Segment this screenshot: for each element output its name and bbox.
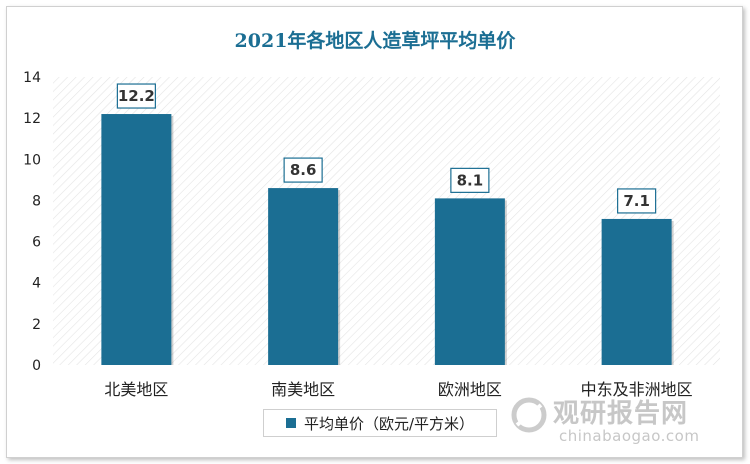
bar — [268, 188, 339, 365]
legend: 平均单价（欧元/平方米） — [263, 409, 497, 437]
data-label: 7.1 — [623, 192, 650, 210]
y-tick-label: 12 — [23, 111, 41, 127]
data-label-box — [617, 188, 657, 214]
data-label-box — [116, 83, 156, 109]
chart-title: 2021年各地区人造草坪平均单价 — [234, 30, 516, 52]
x-tick-label: 南美地区 — [271, 380, 335, 399]
y-tick-label: 14 — [23, 70, 41, 86]
data-label-box — [450, 167, 490, 193]
legend-swatch — [286, 418, 296, 428]
x-tick-label: 中东及非洲地区 — [581, 380, 693, 399]
y-tick-label: 2 — [32, 317, 41, 333]
x-tick-label: 北美地区 — [104, 380, 168, 399]
x-tick-label: 欧洲地区 — [438, 380, 502, 399]
y-tick-label: 4 — [32, 276, 41, 292]
watermark-en: chinabaogao.com — [559, 427, 700, 445]
data-label: 8.6 — [290, 161, 317, 179]
bar — [601, 218, 672, 365]
watermark-logo-icon — [511, 397, 547, 433]
data-label-box — [283, 157, 323, 183]
bar — [101, 114, 172, 366]
y-tick-label: 8 — [32, 193, 41, 209]
bar — [434, 198, 505, 365]
y-tick-label: 6 — [32, 235, 41, 251]
data-label: 8.1 — [457, 171, 484, 189]
data-label: 12.2 — [118, 87, 155, 105]
y-tick-label: 10 — [23, 152, 41, 168]
legend-label: 平均单价（欧元/平方米） — [304, 414, 475, 433]
watermark: 观研报告网 chinabaogao.com — [505, 391, 735, 451]
watermark-cn: 观研报告网 — [553, 399, 689, 429]
y-tick-label: 0 — [32, 358, 41, 374]
